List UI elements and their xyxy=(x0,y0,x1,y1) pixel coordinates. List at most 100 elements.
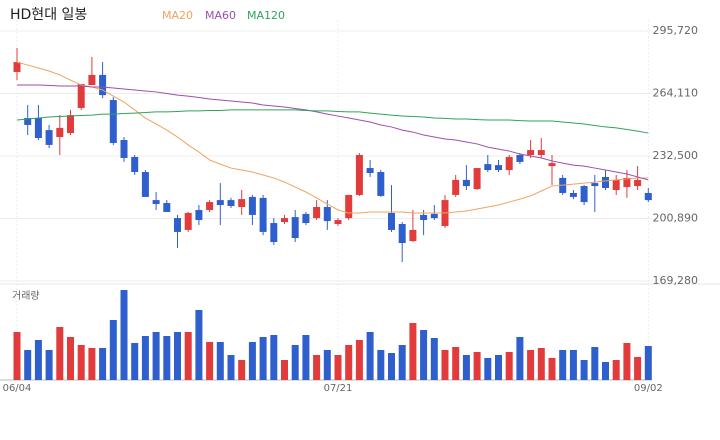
volume-bar xyxy=(366,332,374,380)
volume-bar xyxy=(409,323,417,380)
candle-body xyxy=(623,177,631,188)
x-tick-label: 06/04 xyxy=(3,383,32,394)
candle-body xyxy=(99,74,107,96)
volume-bar xyxy=(473,352,481,380)
volume-bar xyxy=(580,360,588,380)
volume-bar xyxy=(591,347,599,380)
volume-bar xyxy=(281,360,288,380)
volume-bar xyxy=(131,343,139,380)
chart-title: HD현대 일봉 xyxy=(10,7,87,23)
volume-bar xyxy=(623,343,631,380)
legend-entry: MA120 xyxy=(247,9,285,22)
candle-body xyxy=(259,197,267,232)
volume-bar xyxy=(45,350,53,380)
candle-body xyxy=(462,179,470,187)
candle-body xyxy=(612,179,620,191)
candle-body xyxy=(163,203,171,212)
candle-body xyxy=(141,172,149,197)
volume-bar xyxy=(612,360,620,380)
candle-body xyxy=(34,118,42,139)
volume-bar xyxy=(441,350,449,380)
candle-body xyxy=(420,214,428,221)
candle-body xyxy=(24,118,32,125)
volume-bar xyxy=(291,345,299,380)
candle-body xyxy=(313,207,321,219)
volume-bar xyxy=(398,345,406,380)
candle-body xyxy=(591,183,599,187)
candle-body xyxy=(227,200,235,207)
y-tick-label: 200,890 xyxy=(653,212,699,225)
candle-body xyxy=(248,196,256,215)
volume-bar xyxy=(270,335,278,380)
candle-body xyxy=(281,218,288,223)
volume-bar xyxy=(195,310,203,380)
volume-bar xyxy=(13,332,21,380)
volume-bar xyxy=(516,337,524,380)
y-tick-label: 264,110 xyxy=(653,87,699,100)
candle-body xyxy=(569,192,577,197)
volume-bar xyxy=(548,358,556,380)
legend-entry: MA20 xyxy=(162,9,193,22)
volume-bar xyxy=(644,346,652,380)
candle-body xyxy=(109,100,117,143)
volume-bar xyxy=(174,332,181,380)
volume-bar xyxy=(56,327,64,380)
volume-bar xyxy=(462,355,470,380)
volume-bar xyxy=(323,350,331,380)
candle-body xyxy=(473,168,481,190)
candle-body xyxy=(537,150,545,156)
volume-bar xyxy=(227,355,235,380)
y-tick-label: 169,280 xyxy=(653,274,699,287)
candle-body xyxy=(291,217,299,239)
volume-bar xyxy=(99,348,107,380)
volume-bar xyxy=(559,350,567,380)
volume-bar xyxy=(238,360,246,380)
volume-bar xyxy=(527,350,535,380)
candle-body xyxy=(184,212,192,230)
candle-body xyxy=(131,156,139,173)
candle-body xyxy=(484,164,492,171)
volume-bar xyxy=(302,335,310,380)
volume-bar xyxy=(569,350,577,380)
candle-body xyxy=(77,84,85,108)
candle-body xyxy=(302,213,310,224)
candle-body xyxy=(548,163,556,167)
candle-body xyxy=(452,179,460,195)
volume-bar xyxy=(452,347,460,380)
volume-bar xyxy=(355,340,363,380)
candle-body xyxy=(602,176,609,189)
candle-body xyxy=(644,192,652,201)
candle-body xyxy=(377,172,385,196)
volume-bar xyxy=(495,355,502,380)
volume-bar xyxy=(259,337,267,380)
ma-line xyxy=(16,109,649,134)
candle-body xyxy=(430,213,438,219)
volume-bar xyxy=(484,358,492,380)
candle-body xyxy=(398,224,406,243)
candle-body xyxy=(345,194,353,219)
x-tick-label: 07/21 xyxy=(324,383,353,394)
candle-body xyxy=(495,165,502,171)
volume-bar xyxy=(163,336,171,380)
candle-body xyxy=(88,74,96,86)
candle-body xyxy=(527,150,535,156)
candle-body xyxy=(270,223,278,243)
volume-bar xyxy=(634,357,642,380)
volume-bar xyxy=(206,342,214,380)
candle-body xyxy=(216,200,224,206)
volume-bar xyxy=(67,337,74,380)
volume-bar xyxy=(537,348,545,380)
volume-bar xyxy=(216,342,224,380)
candle-body xyxy=(120,139,128,158)
candle-body xyxy=(366,168,374,174)
volume-bar xyxy=(88,348,96,380)
candle-body xyxy=(516,155,524,162)
volume-label: 거래량 xyxy=(12,290,40,302)
volume-bar xyxy=(420,330,428,380)
candle-body xyxy=(67,115,74,134)
volume-bar xyxy=(248,342,256,380)
volume-bar xyxy=(141,336,149,380)
candle-body xyxy=(388,212,395,230)
volume-bar xyxy=(505,352,513,380)
